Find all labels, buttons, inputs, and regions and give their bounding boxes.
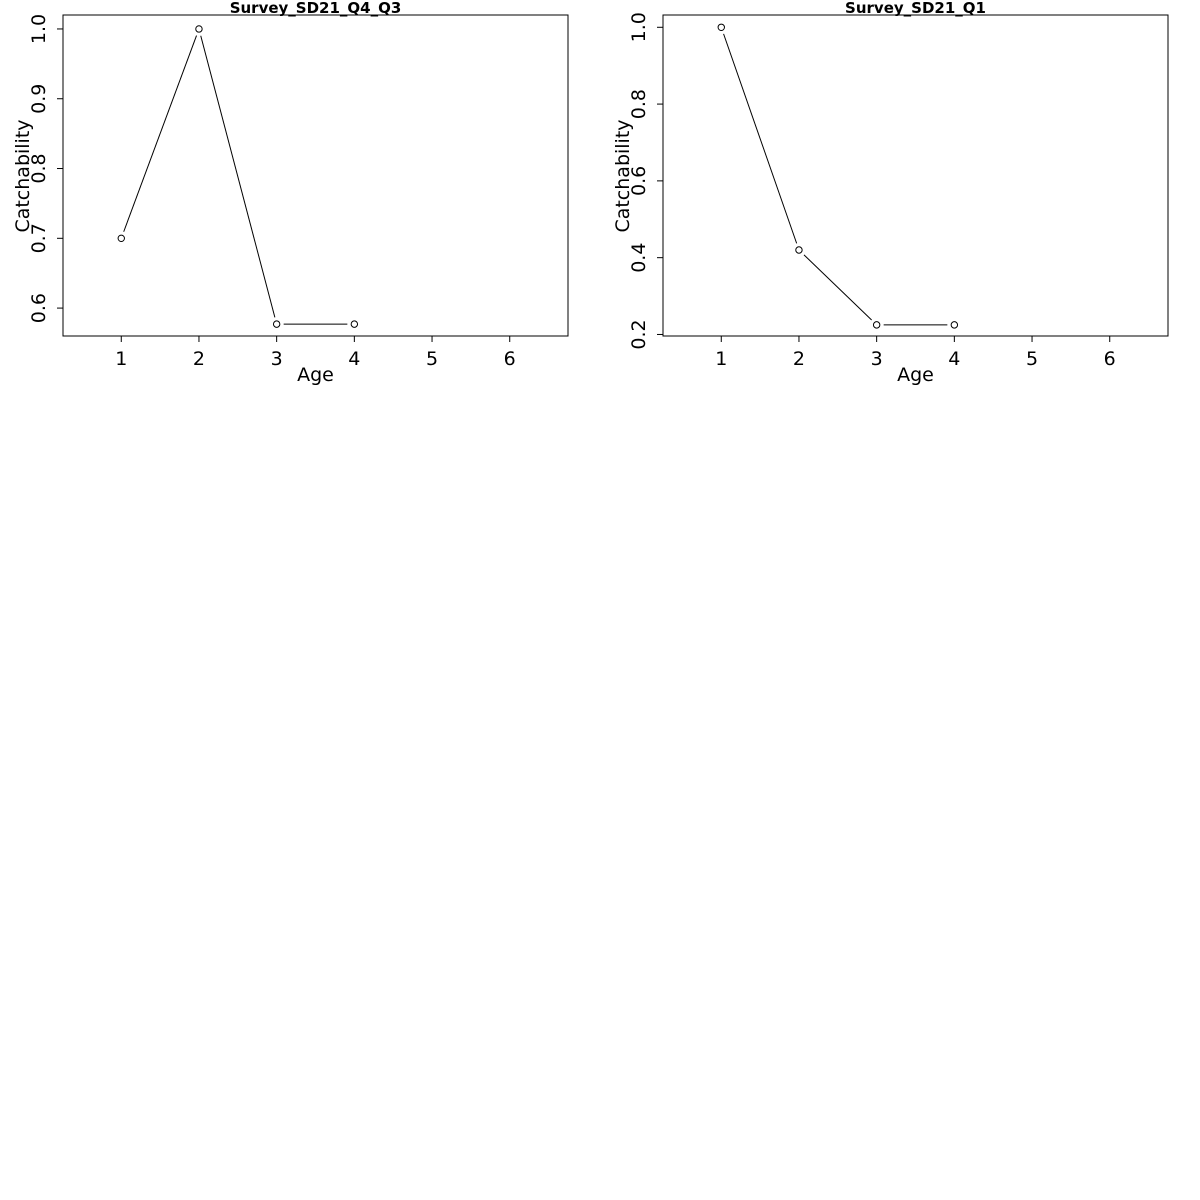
data-point-marker [872,321,881,329]
data-point-marker [795,246,803,254]
chart-title: Survey_SD21_Q1 [845,0,986,17]
data-point-marker [272,320,281,328]
y-tick-label: 0.8 [628,89,650,119]
chart-panel-survey-sd21-q1: Survey_SD21_Q1 1 2 3 4 5 6 0.2 0.4 0.6 0.8 1.0 Age Ca… [612,0,1169,386]
x-tick-label: 2 [193,348,205,370]
data-point-marker [350,320,359,328]
y-tick-label: 0.2 [628,319,650,349]
series-line-segment [123,35,197,232]
data-point-marker [717,23,725,31]
x-tick-label: 3 [871,348,883,370]
x-tick-label: 5 [1026,348,1038,370]
x-axis-title: Age [897,364,934,386]
data-point-marker [117,234,125,243]
x-tick-label: 3 [271,348,283,370]
y-tick-label: 0.6 [28,293,50,323]
chart-panel-survey-sd21-q4-q3: Survey_SD21_Q4_Q3 1 2 3 4 5 6 0.6 0.7 0.8 0.9 1.0 Ag… [12,0,569,386]
y-tick-label: 1.0 [628,12,650,42]
y-tick-label: 1.0 [28,14,50,44]
x-axis-title: Age [297,364,334,386]
x-tick-label: 4 [348,348,360,370]
series-line-segment [200,35,276,318]
y-tick-label: 0.9 [28,84,50,114]
x-tick-label: 6 [504,348,516,370]
chart-title: Survey_SD21_Q4_Q3 [230,0,402,17]
x-tick-label: 2 [793,348,805,370]
y-axis-title: Catchability [12,119,34,232]
data-point-marker [950,321,959,329]
plot-frame [62,14,569,337]
y-tick-label: 0.8 [28,153,50,183]
data-point-marker [195,25,203,33]
x-tick-label: 1 [115,348,127,370]
x-tick-label: 5 [426,348,438,370]
y-tick-label: 0.6 [628,166,650,196]
y-tick-label: 0.7 [28,223,50,253]
series-line-segment [803,254,872,321]
plot-frame [662,14,1169,337]
y-axis-title: Catchability [612,119,634,232]
x-tick-label: 1 [715,348,727,370]
x-tick-label: 6 [1104,348,1116,370]
y-tick-label: 0.4 [628,243,650,273]
x-tick-label: 4 [948,348,960,370]
series-line-segment [723,33,798,244]
